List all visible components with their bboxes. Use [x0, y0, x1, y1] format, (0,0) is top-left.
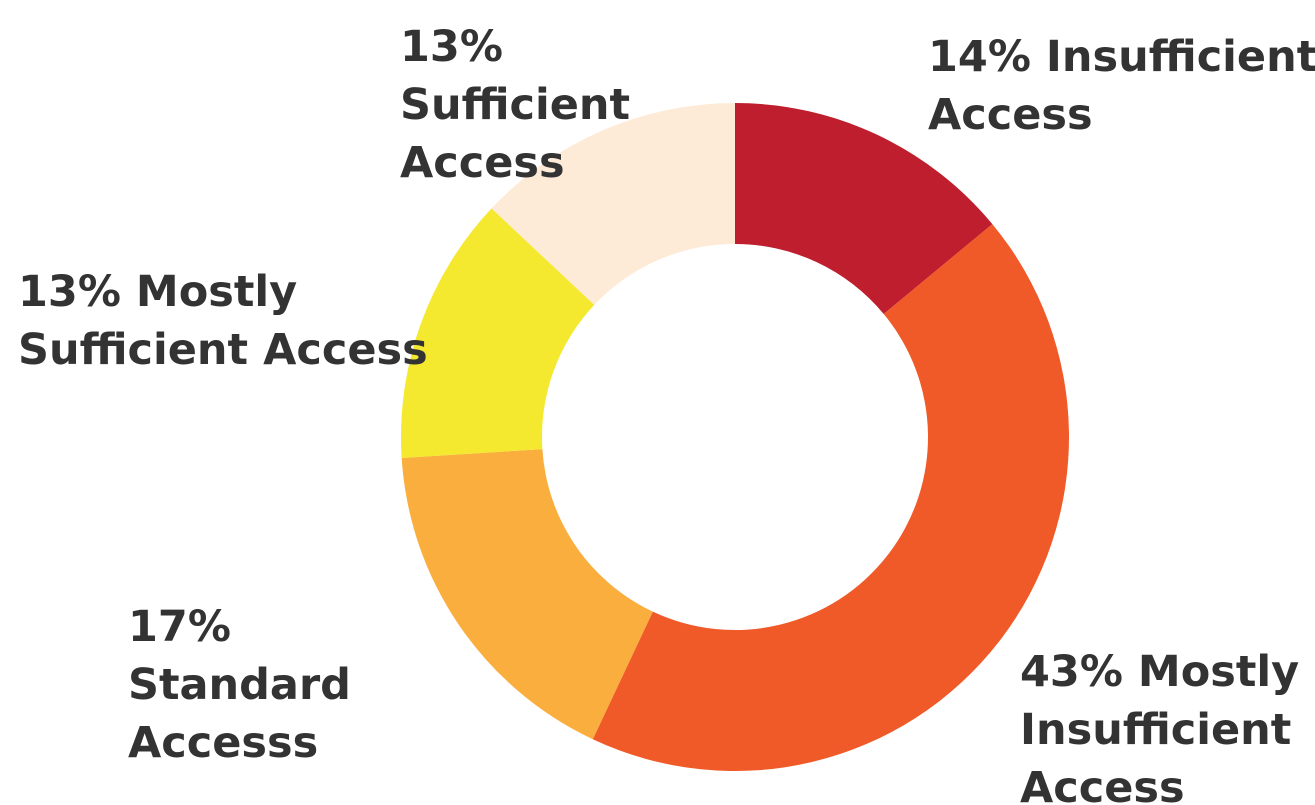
category-label: Mostly Sufficient Access	[18, 267, 428, 375]
slice-label: 13% Sufficient Access	[400, 18, 635, 192]
value-label: 14%	[928, 32, 1031, 82]
donut-slice	[491, 103, 735, 305]
slice-label: 17% Standard Accesss	[128, 598, 358, 772]
category-label: Insufficient Access	[928, 32, 1315, 140]
value-label: 17%	[128, 602, 231, 652]
donut-slice	[401, 449, 653, 740]
donut-slice	[592, 224, 1069, 772]
category-label: Standard Accesss	[128, 660, 351, 768]
donut-slice	[400, 208, 595, 458]
value-label: 13%	[18, 267, 121, 317]
category-label: Sufficient Access	[400, 80, 631, 188]
slice-label: 14% Insufficient Access	[928, 28, 1315, 144]
category-label: Mostly Insufficient Access	[1020, 647, 1300, 805]
value-label: 43%	[1020, 647, 1123, 697]
slice-label: 43% Mostly Insufficient Access	[1020, 643, 1310, 805]
slice-label: 13% Mostly Sufficient Access	[18, 263, 428, 379]
value-label: 13%	[400, 22, 503, 72]
donut-slice	[735, 103, 993, 314]
